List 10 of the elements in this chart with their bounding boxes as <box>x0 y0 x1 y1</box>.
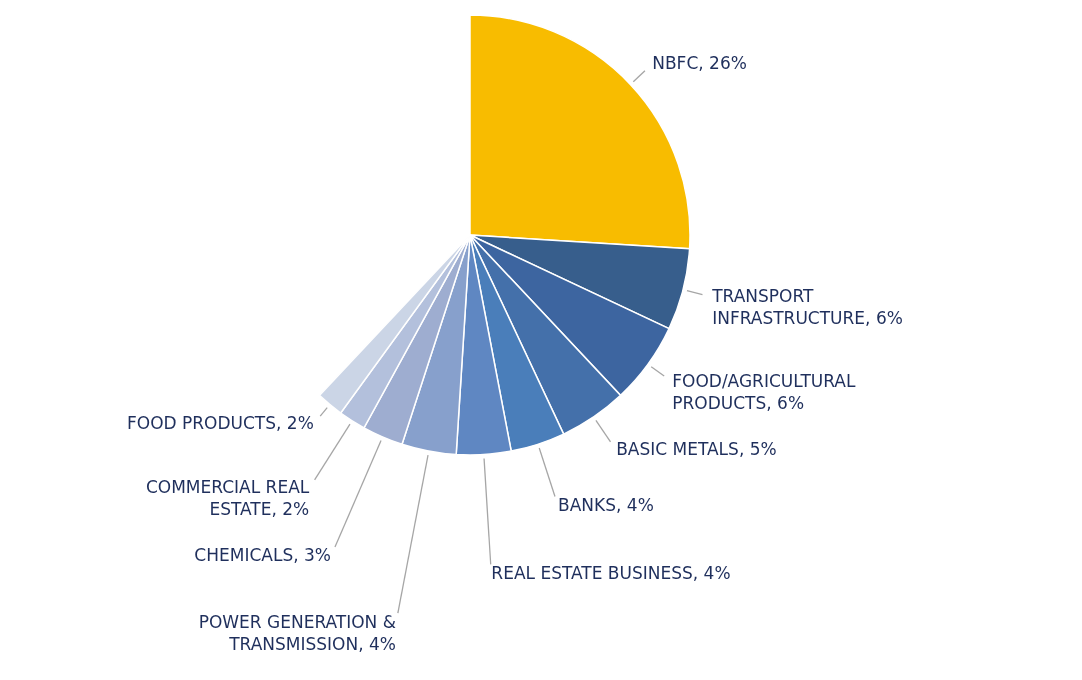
slice-label: BASIC METALS, 5% <box>616 439 777 460</box>
slice-label: POWER GENERATION & TRANSMISSION, 4% <box>198 612 396 654</box>
slice-label: COMMERCIAL REAL ESTATE, 2% <box>145 477 310 520</box>
slice-label: FOOD PRODUCTS, 2% <box>126 412 314 433</box>
slice-label: NBFC, 26% <box>652 52 747 73</box>
slice-label: TRANSPORT INFRASTRUCTURE, 6% <box>711 286 903 329</box>
slice-label: FOOD/AGRICULTURAL PRODUCTS, 6% <box>672 370 856 413</box>
slice-label: REAL ESTATE BUSINESS, 4% <box>491 563 731 584</box>
slice-label: BANKS, 4% <box>558 495 654 516</box>
slice-label: CHEMICALS, 3% <box>194 545 331 566</box>
